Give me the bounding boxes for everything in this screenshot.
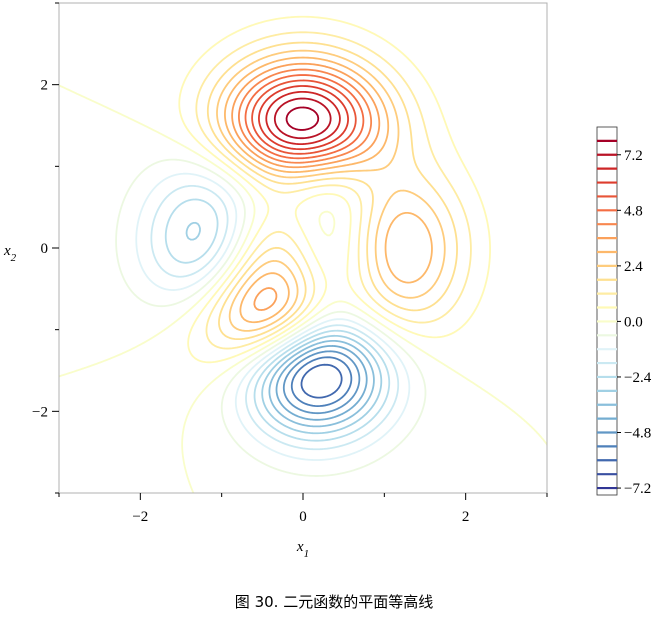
- y-tick-label: 0: [41, 241, 49, 257]
- contour-level-14: [195, 31, 472, 350]
- contour-level-20: [244, 74, 365, 160]
- x-tick-label: 2: [462, 509, 470, 525]
- y-tick-label: 2: [41, 78, 49, 94]
- contour-level-11: [115, 158, 427, 477]
- contour-level-10: [135, 172, 411, 461]
- x-axis-label-sub: 1: [304, 548, 310, 560]
- colorbar-tick-label: 0.0: [624, 314, 643, 330]
- colorbar-tick-label: 7.2: [624, 148, 643, 164]
- contour-level-7: [185, 221, 383, 435]
- contour-level-8: [164, 198, 391, 442]
- y-axis-label: x2: [3, 243, 17, 264]
- colorbar-tick-label: −7.2: [624, 481, 651, 497]
- contour-level-5: [275, 345, 368, 421]
- colorbar-tick-label: 4.8: [624, 203, 643, 219]
- plot-frame: [58, 2, 548, 494]
- y-axis: −2 0 2: [32, 2, 59, 494]
- colorbar-level-lines: [597, 139, 617, 490]
- contour-level-15: [206, 41, 458, 341]
- x-tick-label: 0: [299, 509, 307, 525]
- contour-level-3: [290, 356, 353, 407]
- contour-level-16: [216, 49, 446, 332]
- contour-level-18: [231, 62, 381, 311]
- contour-level-23: [265, 90, 341, 146]
- contour-level-17: [224, 56, 433, 324]
- contour-level-13: [178, 15, 491, 364]
- x-axis: −2 0 2: [58, 493, 548, 525]
- colorbar-ticks: −7.2 −4.8 −2.4 0.0 2.4 4.8 7.2: [617, 148, 652, 497]
- contour-level-22: [258, 85, 349, 151]
- colorbar-tick-label: −2.4: [624, 370, 652, 386]
- contour-level-25: [285, 106, 320, 131]
- contour-level-12: [59, 84, 547, 493]
- contour-level-4: [282, 350, 361, 415]
- contour-level-21: [251, 79, 357, 155]
- figure-caption: 图 30. 二元函数的平面等高线: [234, 593, 434, 611]
- contour-level-9: [150, 185, 400, 451]
- colorbar-frame: [596, 126, 618, 496]
- contour-chart: −2 0 2 −2 0 2 x1 x2 −7.2 −4.8 −2.4 0.0 2.4 4.8 7.2: [3, 2, 652, 560]
- y-tick-label: −2: [32, 404, 48, 420]
- colorbar: −7.2 −4.8 −2.4 0.0 2.4 4.8 7.2: [596, 126, 652, 497]
- contour-level-19: [238, 68, 373, 164]
- contour-lines: [59, 15, 547, 493]
- x-tick-label: −2: [132, 509, 148, 525]
- colorbar-tick-label: −4.8: [624, 426, 651, 442]
- colorbar-tick-label: 2.4: [624, 259, 643, 275]
- contour-level-6: [268, 339, 375, 428]
- contour-level-24: [273, 97, 332, 140]
- x-axis-label: x1: [296, 539, 309, 560]
- y-axis-label-sub: 2: [11, 252, 17, 264]
- contour-level-2: [300, 363, 343, 399]
